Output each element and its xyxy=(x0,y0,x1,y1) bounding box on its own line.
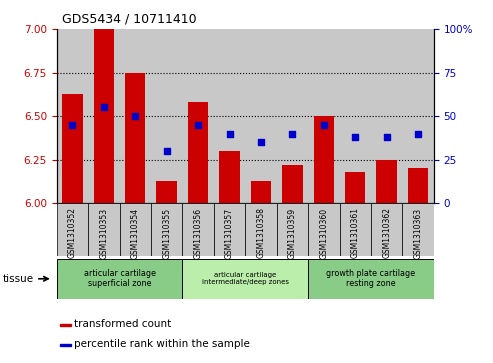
Bar xyxy=(61,324,70,326)
Point xyxy=(226,131,234,136)
Point xyxy=(288,131,296,136)
Point xyxy=(100,105,108,110)
Bar xyxy=(245,203,277,256)
Bar xyxy=(61,344,70,346)
Bar xyxy=(402,203,434,256)
Bar xyxy=(371,203,402,256)
Text: articular cartilage
superficial zone: articular cartilage superficial zone xyxy=(83,269,156,288)
Text: GSM1310355: GSM1310355 xyxy=(162,208,171,258)
Point xyxy=(352,134,359,140)
Bar xyxy=(251,181,271,203)
Text: GSM1310357: GSM1310357 xyxy=(225,208,234,258)
Text: GSM1310354: GSM1310354 xyxy=(131,208,140,258)
Bar xyxy=(119,203,151,256)
Point xyxy=(414,131,422,136)
Point xyxy=(163,148,171,154)
Bar xyxy=(277,203,308,256)
Text: GSM1310360: GSM1310360 xyxy=(319,208,328,258)
Text: GDS5434 / 10711410: GDS5434 / 10711410 xyxy=(62,12,196,25)
Point xyxy=(383,134,390,140)
Text: articular cartilage
intermediate/deep zones: articular cartilage intermediate/deep zo… xyxy=(202,272,289,285)
Bar xyxy=(151,203,182,256)
Bar xyxy=(219,151,240,203)
Text: GSM1310359: GSM1310359 xyxy=(288,208,297,258)
Text: GSM1310358: GSM1310358 xyxy=(256,208,266,258)
Text: growth plate cartilage
resting zone: growth plate cartilage resting zone xyxy=(326,269,416,288)
Text: tissue: tissue xyxy=(2,274,34,284)
Bar xyxy=(62,94,83,203)
Bar xyxy=(182,258,308,299)
Text: GSM1310353: GSM1310353 xyxy=(99,208,108,258)
Text: GSM1310356: GSM1310356 xyxy=(194,208,203,258)
Bar xyxy=(214,203,246,256)
Bar xyxy=(125,73,145,203)
Text: GSM1310352: GSM1310352 xyxy=(68,208,77,258)
Bar xyxy=(57,258,182,299)
Bar xyxy=(308,258,434,299)
Bar xyxy=(156,181,177,203)
Bar xyxy=(188,102,209,203)
Bar xyxy=(308,203,340,256)
Bar xyxy=(340,203,371,256)
Bar xyxy=(377,160,397,203)
Bar xyxy=(282,165,303,203)
Point xyxy=(257,139,265,145)
Point xyxy=(194,122,202,128)
Text: GSM1310363: GSM1310363 xyxy=(414,208,423,258)
Point xyxy=(320,122,328,128)
Text: transformed count: transformed count xyxy=(73,319,171,329)
Bar xyxy=(94,29,114,203)
Text: GSM1310362: GSM1310362 xyxy=(382,208,391,258)
Bar xyxy=(408,168,428,203)
Text: GSM1310361: GSM1310361 xyxy=(351,208,360,258)
Bar xyxy=(57,203,88,256)
Bar xyxy=(88,203,119,256)
Point xyxy=(69,122,76,128)
Text: percentile rank within the sample: percentile rank within the sample xyxy=(73,339,249,349)
Bar xyxy=(182,203,214,256)
Bar xyxy=(314,116,334,203)
Point xyxy=(131,113,139,119)
Bar xyxy=(345,172,365,203)
